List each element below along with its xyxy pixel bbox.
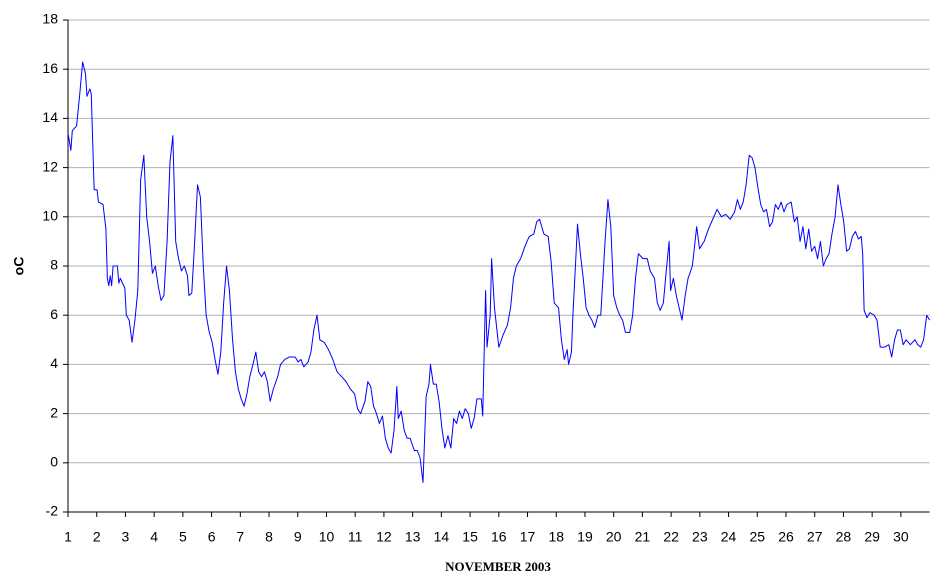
x-tick-label: 22 — [663, 529, 679, 545]
x-tick-label: 20 — [606, 529, 622, 545]
x-tick-label: 25 — [749, 529, 765, 545]
x-tick-label: 26 — [778, 529, 794, 545]
y-tick-label: 8 — [50, 257, 58, 273]
y-axis-title: oC — [11, 257, 27, 276]
x-tick-label: 5 — [179, 529, 187, 545]
x-tick-label: 11 — [348, 529, 363, 545]
x-tick-label: 18 — [548, 529, 564, 545]
x-tick-label: 8 — [265, 529, 273, 545]
x-tick-label: 19 — [577, 529, 593, 545]
x-tick-label: 10 — [319, 529, 335, 545]
x-tick-label: 9 — [294, 529, 302, 545]
x-axis-title: NOVEMBER 2003 — [445, 559, 551, 574]
x-tick-label: 12 — [376, 529, 392, 545]
x-tick-label: 2 — [93, 529, 101, 545]
x-tick-label: 30 — [893, 529, 909, 545]
x-tick-label: 14 — [434, 529, 450, 545]
line-series — [67, 61, 931, 483]
x-tick-label: 16 — [491, 529, 507, 545]
y-tick-label: 18 — [42, 11, 58, 27]
y-tick-label: 10 — [42, 208, 58, 224]
y-tick-label: 0 — [50, 454, 58, 470]
y-tick-label: 4 — [50, 355, 58, 371]
x-tick-label: 17 — [520, 529, 536, 545]
x-tick-label: 15 — [462, 529, 478, 545]
x-tick-label: 3 — [122, 529, 130, 545]
x-tick-label: 1 — [64, 529, 72, 545]
x-tick-label: 24 — [721, 529, 737, 545]
x-tick-label: 6 — [208, 529, 216, 545]
x-tick-label: 29 — [864, 529, 880, 545]
y-tick-label: 12 — [42, 158, 58, 174]
x-tick-label: 4 — [150, 529, 158, 545]
x-tick-label: 13 — [405, 529, 421, 545]
y-tick-label: 2 — [50, 404, 58, 420]
y-tick-label: -2 — [46, 503, 59, 519]
x-tick-label: 28 — [836, 529, 852, 545]
x-tick-label: 21 — [635, 529, 651, 545]
y-tick-label: 16 — [42, 60, 58, 76]
y-tick-label: 14 — [42, 109, 58, 125]
x-tick-label: 27 — [807, 529, 823, 545]
y-tick-label: 6 — [50, 306, 58, 322]
x-tick-label: 7 — [236, 529, 244, 545]
x-tick-label: 23 — [692, 529, 708, 545]
